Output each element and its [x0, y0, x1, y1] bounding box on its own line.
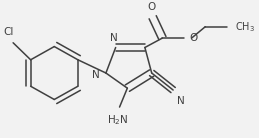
Text: Cl: Cl: [3, 27, 13, 37]
Text: N: N: [92, 70, 100, 80]
Text: O: O: [148, 2, 156, 12]
Text: CH$_3$: CH$_3$: [234, 20, 255, 34]
Text: H$_2$N: H$_2$N: [107, 113, 128, 127]
Text: O: O: [190, 33, 198, 43]
Text: N: N: [177, 96, 185, 106]
Text: N: N: [110, 33, 118, 43]
